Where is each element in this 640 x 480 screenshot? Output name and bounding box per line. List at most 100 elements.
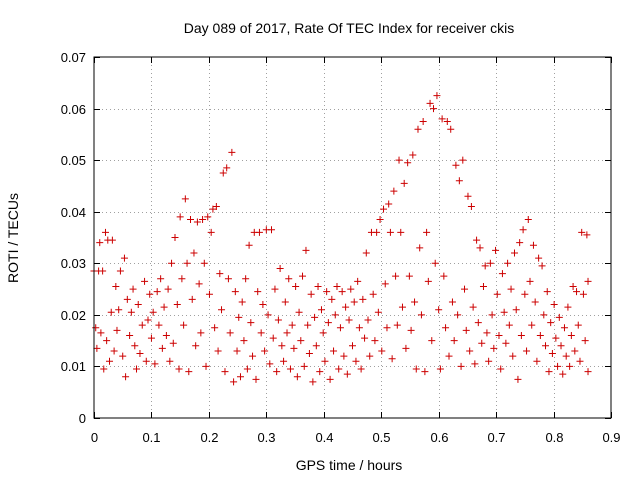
data-point <box>120 254 128 262</box>
data-point <box>388 355 396 363</box>
data-point <box>183 259 191 267</box>
data-point <box>136 350 144 358</box>
data-point <box>319 329 327 337</box>
data-point <box>560 324 568 332</box>
data-points <box>90 92 592 386</box>
data-point <box>507 285 515 293</box>
data-point <box>483 329 491 337</box>
data-point <box>228 148 236 156</box>
data-point <box>540 311 548 319</box>
data-point <box>504 259 512 267</box>
data-point <box>115 306 123 314</box>
data-point <box>230 378 238 386</box>
data-point <box>433 92 441 100</box>
data-point <box>559 370 567 378</box>
data-point <box>224 275 232 283</box>
data-point <box>407 326 415 334</box>
data-point <box>211 324 219 332</box>
data-point <box>317 306 325 314</box>
data-point <box>169 339 177 347</box>
data-point <box>280 357 288 365</box>
data-point <box>297 337 305 345</box>
data-point <box>273 368 281 376</box>
data-point <box>490 344 498 352</box>
data-point <box>238 298 246 306</box>
data-point <box>552 334 560 342</box>
data-point <box>445 352 453 360</box>
data-point <box>386 228 394 236</box>
data-point <box>366 352 374 360</box>
data-point <box>357 365 365 373</box>
data-point <box>324 319 332 327</box>
data-point <box>97 329 105 337</box>
y-tick-label: 0.02 <box>61 308 86 323</box>
data-point <box>160 303 168 311</box>
data-point <box>383 324 391 332</box>
data-point <box>485 357 493 365</box>
data-point <box>155 321 163 329</box>
y-tick-label: 0 <box>79 411 86 426</box>
data-point <box>295 308 303 316</box>
y-axis-label: ROTI / TECUs <box>5 193 21 283</box>
data-point <box>578 228 586 236</box>
data-point <box>223 164 231 172</box>
data-point <box>435 306 443 314</box>
y-tick-label: 0.05 <box>61 153 86 168</box>
data-point <box>243 365 251 373</box>
data-point <box>157 275 165 283</box>
data-point <box>333 282 341 290</box>
data-point <box>271 285 279 293</box>
data-point <box>338 288 346 296</box>
data-point <box>364 316 372 324</box>
data-point <box>255 228 263 236</box>
x-tick-label: 0.2 <box>200 430 218 445</box>
data-point <box>495 331 503 339</box>
data-point <box>512 306 520 314</box>
y-tick-label: 0.07 <box>61 50 86 65</box>
data-point <box>417 311 425 319</box>
data-point <box>579 290 587 298</box>
data-point <box>195 280 203 288</box>
data-point <box>193 218 201 226</box>
x-tick-label: 0.9 <box>602 430 620 445</box>
data-point <box>158 344 166 352</box>
data-point <box>390 187 398 195</box>
data-point <box>505 321 513 329</box>
data-point <box>459 156 467 164</box>
data-point <box>242 275 250 283</box>
data-point <box>576 357 584 365</box>
data-point <box>497 365 505 373</box>
data-point <box>411 298 419 306</box>
data-point <box>290 344 298 352</box>
data-point <box>321 357 329 365</box>
data-point <box>438 115 446 123</box>
data-point <box>96 239 104 247</box>
data-point <box>138 321 146 329</box>
data-point <box>374 308 382 316</box>
data-point <box>164 285 172 293</box>
data-point <box>474 319 482 327</box>
data-point <box>302 246 310 254</box>
data-point <box>330 347 338 355</box>
data-point <box>492 246 500 254</box>
data-point <box>113 326 121 334</box>
data-point <box>323 288 331 296</box>
x-tick-label: 0.8 <box>545 430 563 445</box>
data-point <box>126 331 134 339</box>
data-point <box>583 231 591 239</box>
data-point <box>112 282 120 290</box>
data-point <box>185 368 193 376</box>
data-point <box>355 324 363 332</box>
data-point <box>342 303 350 311</box>
data-point <box>108 236 116 244</box>
data-point <box>359 295 367 303</box>
data-point <box>397 228 405 236</box>
data-point <box>123 295 131 303</box>
data-point <box>426 99 434 107</box>
data-point <box>99 267 107 275</box>
data-point <box>146 290 154 298</box>
y-tick-label: 0.04 <box>61 205 86 220</box>
data-point <box>571 347 579 355</box>
data-point <box>502 339 510 347</box>
